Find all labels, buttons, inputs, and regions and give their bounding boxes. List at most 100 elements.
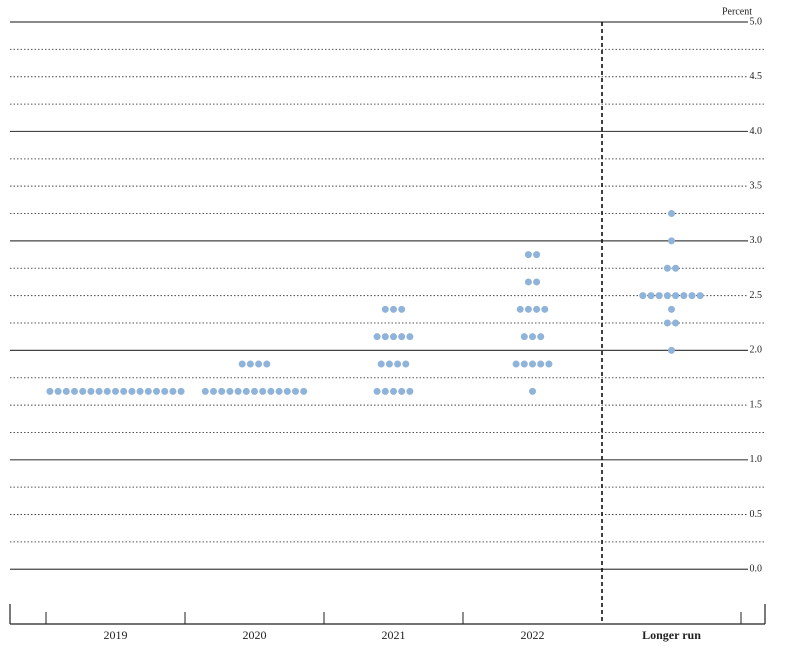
dot	[647, 292, 655, 300]
y-tick-label: 0.0	[750, 564, 763, 575]
label-bg	[748, 180, 768, 193]
dot	[520, 333, 528, 341]
dot	[136, 387, 144, 395]
dot	[406, 387, 414, 395]
dot	[668, 305, 675, 313]
dot	[54, 387, 62, 395]
dot	[663, 319, 671, 327]
dot	[79, 387, 87, 395]
dot	[71, 387, 78, 395]
dot	[696, 292, 704, 300]
dot	[251, 387, 258, 395]
dot	[524, 278, 532, 286]
dot	[520, 360, 528, 368]
dot	[120, 387, 128, 395]
dot	[533, 305, 541, 313]
dot	[398, 333, 406, 341]
dot	[373, 333, 381, 341]
label-bg	[748, 399, 768, 412]
label-bg	[748, 70, 768, 83]
y-tick-label: 5.0	[750, 16, 763, 27]
dot	[680, 292, 688, 300]
dot	[398, 305, 406, 313]
dot	[524, 251, 532, 259]
y-tick-label: 1.5	[750, 399, 763, 410]
dot	[381, 387, 389, 395]
dot	[663, 292, 671, 300]
dot	[242, 387, 250, 395]
label-bg	[748, 16, 768, 28]
dot	[668, 210, 675, 218]
dot	[62, 387, 70, 395]
dot	[672, 292, 680, 300]
dot	[377, 360, 385, 368]
dot	[381, 305, 389, 313]
dot	[87, 387, 95, 395]
dot	[668, 237, 675, 245]
dot	[373, 387, 381, 395]
dot	[537, 333, 545, 341]
dot	[529, 360, 536, 368]
dot	[639, 292, 647, 300]
dot	[533, 278, 541, 286]
dot	[390, 305, 397, 313]
label-bg	[748, 234, 768, 247]
x-tick-label: 2020	[243, 628, 267, 642]
dot	[255, 360, 263, 368]
dot	[516, 305, 524, 313]
dot	[103, 387, 111, 395]
dot	[292, 387, 299, 395]
dot	[263, 360, 271, 368]
dot	[238, 360, 246, 368]
dot	[153, 387, 160, 395]
dot	[390, 387, 397, 395]
dot	[406, 333, 414, 341]
y-tick-label: 3.5	[750, 180, 763, 191]
label-bg	[748, 289, 768, 302]
x-tick-label: 2019	[104, 628, 128, 642]
dot	[112, 387, 119, 395]
dot	[537, 360, 545, 368]
dot	[663, 264, 671, 272]
dot	[385, 360, 393, 368]
y-axis-label: Percent	[722, 6, 752, 17]
dot	[402, 360, 410, 368]
dot	[533, 251, 541, 259]
dot	[46, 387, 54, 395]
label-bg	[748, 563, 768, 576]
dot	[169, 387, 177, 395]
dot	[201, 387, 209, 395]
dot	[381, 333, 389, 341]
dot	[390, 333, 397, 341]
y-tick-label: 4.5	[750, 71, 763, 82]
dot	[512, 360, 520, 368]
dot	[541, 305, 549, 313]
y-tick-label: 4.0	[750, 126, 763, 137]
dot	[95, 387, 103, 395]
dot	[668, 346, 675, 354]
dot	[144, 387, 152, 395]
dot	[246, 360, 254, 368]
y-tick-label: 1.0	[750, 454, 763, 465]
dot	[267, 387, 275, 395]
dot	[529, 387, 536, 395]
y-tick-label: 2.0	[750, 345, 763, 356]
dot	[283, 387, 291, 395]
label-bg	[748, 453, 768, 466]
y-tick-label: 0.5	[750, 509, 763, 520]
dot	[655, 292, 663, 300]
dot	[161, 387, 169, 395]
dot	[672, 264, 680, 272]
dot	[177, 387, 185, 395]
y-tick-label: 3.0	[750, 235, 763, 246]
label-bg	[748, 508, 768, 521]
dot	[398, 387, 406, 395]
dot	[128, 387, 136, 395]
y-tick-label: 2.5	[750, 290, 763, 301]
dot	[545, 360, 553, 368]
dot	[234, 387, 242, 395]
label-bg	[748, 344, 768, 357]
dot	[275, 387, 283, 395]
dot	[226, 387, 234, 395]
